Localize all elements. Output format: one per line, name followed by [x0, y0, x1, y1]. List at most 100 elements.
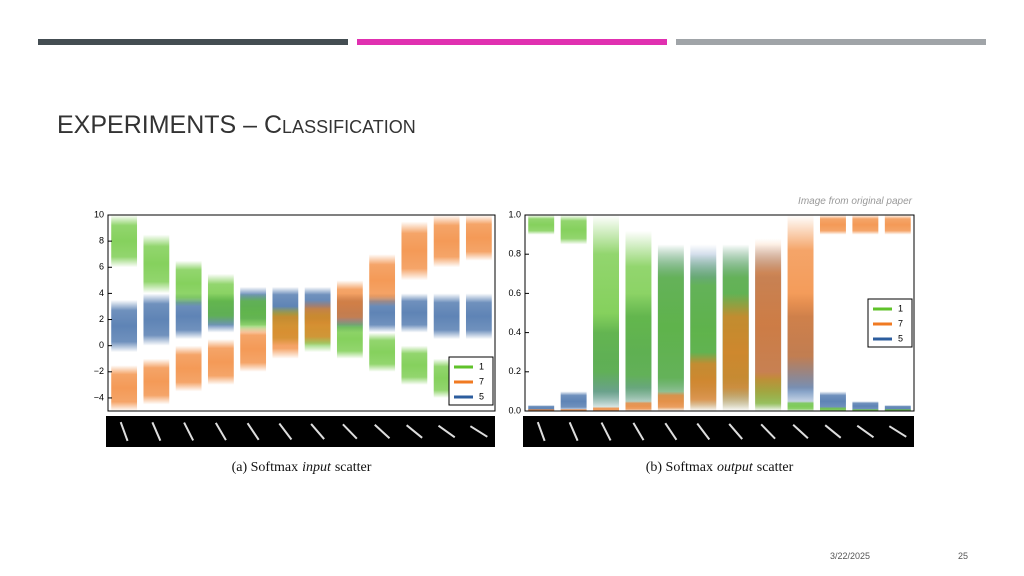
- digit-thumbnail: [278, 422, 293, 441]
- digit-thumbnail: [437, 424, 456, 439]
- y-tick-label: 0.8: [508, 249, 521, 259]
- density-band: [787, 401, 814, 411]
- density-band: [722, 293, 749, 411]
- legend-label: 5: [898, 333, 903, 343]
- y-tick-label: −4: [94, 392, 104, 402]
- density-band: [884, 405, 911, 411]
- digit-thumbnail: [536, 421, 546, 442]
- density-band: [369, 332, 396, 372]
- digit-thumbnail: [792, 424, 809, 439]
- density-band: [465, 293, 492, 340]
- density-band: [625, 401, 652, 411]
- density-band: [207, 339, 234, 385]
- density-band: [465, 215, 492, 261]
- caption-emphasis: input: [302, 460, 332, 475]
- digit-thumbnail: [760, 423, 776, 440]
- legend-label: 5: [479, 391, 484, 401]
- accent-bar: [357, 39, 667, 45]
- digit-strip: [523, 416, 914, 447]
- density-band: [336, 280, 363, 327]
- y-tick-label: 0: [99, 340, 104, 350]
- density-band: [304, 299, 331, 346]
- digit-thumbnail: [600, 422, 612, 441]
- density-band: [884, 215, 911, 235]
- slide-title: EXPERIMENTS – Classification: [57, 111, 416, 139]
- y-tick-label: 0.2: [508, 366, 521, 376]
- caption-emphasis: output: [717, 460, 754, 475]
- legend-label: 1: [898, 303, 903, 313]
- digit-thumbnail: [632, 422, 645, 441]
- density-band: [690, 352, 717, 411]
- density-band: [819, 391, 846, 411]
- accent-bar: [676, 39, 986, 45]
- density-band: [593, 407, 620, 411]
- y-tick-label: 0.6: [508, 288, 521, 298]
- density-band: [175, 260, 202, 307]
- density-band: [272, 306, 299, 359]
- density-band: [433, 215, 460, 268]
- plot-area: [525, 215, 914, 411]
- density-band: [560, 391, 587, 411]
- density-band: [369, 254, 396, 307]
- density-band: [143, 358, 170, 405]
- digit-thumbnail: [664, 422, 678, 441]
- legend-label: 7: [479, 376, 484, 386]
- density-band: [528, 215, 555, 235]
- digit-thumbnail: [888, 425, 907, 438]
- plot-frame: [524, 214, 915, 412]
- y-tick-label: 6: [99, 262, 104, 272]
- density-band: [528, 409, 555, 411]
- figure-caption: (a) Softmax input scatter: [232, 460, 372, 475]
- density-band: [755, 238, 782, 411]
- y-tick-label: 10: [94, 209, 104, 219]
- density-band: [401, 345, 428, 385]
- density-band: [433, 293, 460, 340]
- digit-thumbnail: [728, 423, 743, 440]
- caption-text: (b) Softmax: [646, 460, 713, 475]
- digit-thumbnail: [469, 425, 488, 438]
- accent-bar: [38, 39, 348, 45]
- image-credit: Image from original paper: [798, 196, 913, 207]
- digit-thumbnail: [310, 423, 325, 440]
- y-tick-label: 0.0: [508, 405, 521, 415]
- slide-date: 3/22/2025: [830, 551, 870, 561]
- y-tick-label: 0.4: [508, 327, 521, 337]
- legend-label: 7: [898, 318, 903, 328]
- density-band: [207, 273, 234, 327]
- density-band: [111, 215, 138, 268]
- y-tick-label: 4: [99, 288, 104, 298]
- density-band: [819, 407, 846, 411]
- caption-text: (a) Softmax: [232, 460, 298, 475]
- slide-number: 25: [958, 551, 968, 561]
- density-band: [560, 409, 587, 411]
- density-band: [401, 221, 428, 281]
- density-band: [560, 215, 587, 245]
- plot-area: [108, 215, 495, 411]
- digit-thumbnail: [856, 424, 875, 439]
- density-band: [852, 401, 879, 411]
- y-tick-label: −2: [94, 366, 104, 376]
- density-band: [143, 293, 170, 346]
- digit-thumbnail: [342, 423, 358, 440]
- digit-thumbnail: [119, 421, 129, 442]
- y-tick-label: 8: [99, 236, 104, 246]
- digit-thumbnail: [246, 422, 260, 441]
- caption-text: scatter: [757, 460, 794, 475]
- digit-thumbnail: [405, 424, 423, 439]
- legend-label: 1: [479, 361, 484, 371]
- density-band: [657, 391, 684, 411]
- density-band: [111, 299, 138, 353]
- digit-thumbnail: [696, 422, 711, 441]
- digit-thumbnail: [374, 424, 391, 439]
- digit-strip: [106, 416, 495, 447]
- digit-thumbnail: [214, 422, 227, 441]
- caption-text: scatter: [335, 460, 372, 475]
- figure-caption: (b) Softmax output scatter: [646, 460, 794, 475]
- density-band: [625, 230, 652, 411]
- density-band: [111, 365, 138, 411]
- density-band: [175, 345, 202, 392]
- density-band: [240, 326, 267, 372]
- density-band: [143, 234, 170, 294]
- digit-thumbnail: [568, 421, 579, 442]
